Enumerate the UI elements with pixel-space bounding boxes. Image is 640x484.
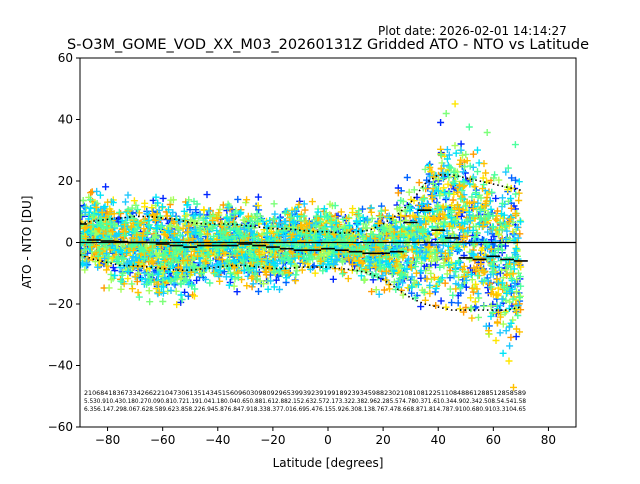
chart-title: S-O3M_GOME_VOD_XX_M03_20260131Z Gridded … — [67, 37, 589, 53]
x-tick-label: −40 — [205, 433, 230, 447]
plot-date: Plot date: 2026-02-01 14:14:27 — [378, 24, 567, 38]
x-tick-label: 80 — [541, 433, 556, 447]
stats-row: 5.530.910.430.180.270.090.810.721.191.04… — [84, 398, 526, 405]
x-axis-label: Latitude [degrees] — [273, 456, 384, 470]
x-tick-label: −80 — [95, 433, 120, 447]
x-tick-label: −60 — [150, 433, 175, 447]
x-tick-label: −20 — [260, 433, 285, 447]
y-tick-label: −60 — [48, 420, 73, 434]
bin-statistics-text: 2106841836733426622104730613514345156096… — [84, 390, 526, 413]
std-lower-line — [80, 254, 522, 311]
mean-line — [80, 209, 528, 262]
y-tick-label: 20 — [58, 174, 73, 188]
x-tick-label: 40 — [431, 433, 446, 447]
y-tick-label: 40 — [58, 113, 73, 127]
x-tick-label: 0 — [324, 433, 332, 447]
statistics-lines — [80, 174, 576, 311]
y-axis-label: ATO - NTO [DU] — [20, 196, 34, 289]
y-tick-label: 60 — [58, 51, 73, 65]
data-points — [80, 100, 525, 391]
y-tick-label: 0 — [65, 236, 73, 250]
stats-row: 6.356.147.298.067.628.589.623.858.226.94… — [84, 406, 526, 413]
stats-row: 2106841836733426622104730613514345156096… — [84, 390, 526, 397]
x-tick-label: 20 — [375, 433, 390, 447]
y-tick-label: −20 — [48, 297, 73, 311]
x-axis-ticks: −80 −60 −40 −20 0 20 40 60 80 — [95, 427, 556, 447]
y-axis-ticks: −60 −40 −20 0 20 40 60 — [48, 51, 80, 434]
data-marker-group — [80, 123, 525, 319]
y-tick-label: −40 — [48, 359, 73, 373]
x-tick-label: 60 — [486, 433, 501, 447]
std-upper-line — [80, 174, 522, 235]
